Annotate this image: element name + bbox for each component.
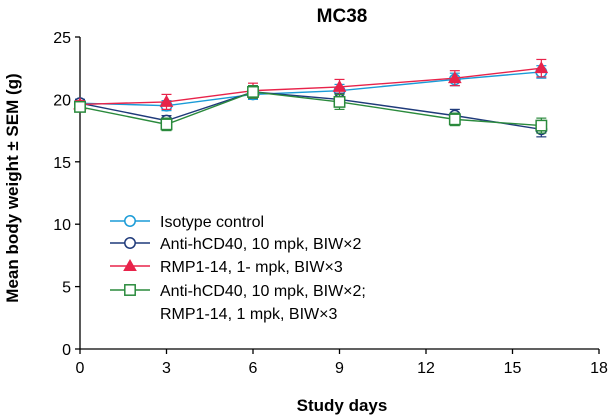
y-tick-label: 10 xyxy=(53,217,71,234)
data-point xyxy=(535,119,548,132)
series-line xyxy=(79,67,542,106)
legend-item-2: Anti-hCD40, 10 mpk, BIW×2 xyxy=(110,236,362,253)
data-point xyxy=(159,94,174,107)
y-tick-label: 20 xyxy=(53,92,71,109)
series-line xyxy=(79,91,542,127)
series-line xyxy=(79,71,542,107)
x-tick-label: 18 xyxy=(590,360,608,377)
data-point xyxy=(124,284,136,296)
y-tick-label: 5 xyxy=(62,280,71,297)
legend-item-4: Anti-hCD40, 10 mpk, BIW×2; RMP1-14, 1 mpk… xyxy=(110,283,366,323)
x-tick-label: 9 xyxy=(335,360,344,377)
series-3 xyxy=(73,58,549,110)
legend: Isotype control Anti-hCD40, 10 mpk, BIW×2… xyxy=(110,214,366,323)
legend-label: Anti-hCD40, 10 mpk, BIW×2; xyxy=(160,283,366,300)
data-point xyxy=(124,237,136,249)
y-axis-label: Mean body weight ± SEM (g) xyxy=(3,73,22,302)
data-point xyxy=(160,118,173,131)
axes: 0 5 10 15 20 25 0 3 6 9 12 15 18 xyxy=(53,30,608,377)
legend-label: Anti-hCD40, 10 mpk, BIW×2 xyxy=(160,236,362,253)
data-point xyxy=(447,71,462,84)
y-tick-label: 25 xyxy=(53,30,71,47)
series-line xyxy=(79,91,542,131)
legend-item-1: Isotype control xyxy=(110,214,264,231)
legend-label: Isotype control xyxy=(160,214,264,231)
y-tick-label: 0 xyxy=(62,342,71,359)
legend-label-line2: RMP1-14, 1 mpk, BIW×3 xyxy=(160,306,337,323)
data-point xyxy=(123,259,137,271)
legend-item-3: RMP1-14, 1- mpk, BIW×3 xyxy=(110,259,343,276)
x-axis-label: Study days xyxy=(297,396,388,415)
data-point xyxy=(448,113,461,126)
series-2 xyxy=(74,85,548,138)
y-tick-label: 15 xyxy=(53,155,71,172)
data-point xyxy=(74,100,86,113)
data-point xyxy=(124,215,136,227)
series-4 xyxy=(74,85,548,134)
data-point xyxy=(333,95,346,108)
data-point xyxy=(534,61,549,74)
x-tick-label: 3 xyxy=(162,360,171,377)
x-tick-label: 0 xyxy=(76,360,85,377)
x-tick-label: 6 xyxy=(249,360,258,377)
legend-label: RMP1-14, 1- mpk, BIW×3 xyxy=(160,259,343,276)
chart-title: MC38 xyxy=(317,6,368,27)
x-tick-label: 12 xyxy=(417,360,435,377)
data-point xyxy=(332,79,347,92)
x-tick-label: 15 xyxy=(504,360,522,377)
series-layer xyxy=(73,58,549,138)
data-point xyxy=(247,85,259,98)
